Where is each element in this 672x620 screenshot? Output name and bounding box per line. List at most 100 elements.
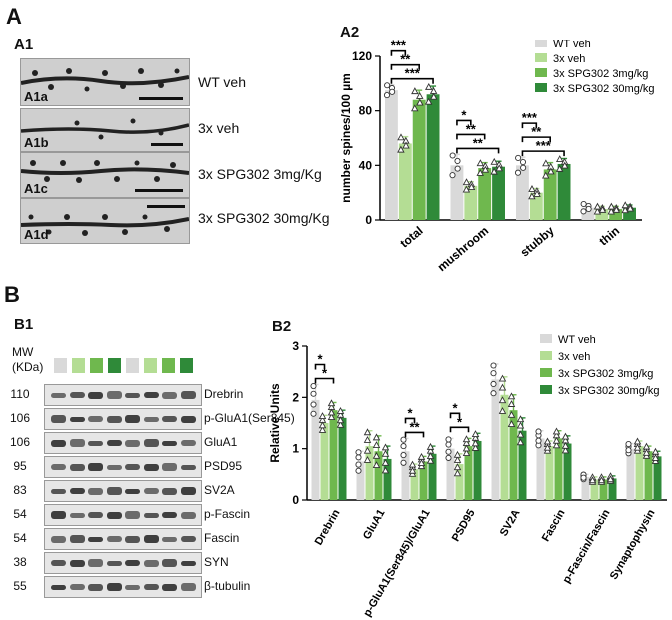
data-point <box>533 189 541 197</box>
blot-protein-label: p-Fascin <box>204 507 251 521</box>
data-point <box>355 467 362 474</box>
data-point <box>462 185 471 193</box>
blot-band <box>88 583 103 591</box>
significance-stars: * <box>322 366 328 381</box>
blot-band <box>69 439 85 447</box>
dendrite-image-spg-3: A1c <box>20 152 190 198</box>
blot-strip <box>44 384 202 406</box>
legend-label: WT veh <box>558 334 596 346</box>
legend-swatch <box>540 385 552 394</box>
significance-stars: ** <box>466 121 477 136</box>
bar <box>609 209 623 220</box>
significance-stars: ** <box>400 52 411 67</box>
lane-color-square <box>108 358 121 373</box>
bar <box>426 94 440 220</box>
bar <box>635 446 644 500</box>
data-point <box>552 436 561 444</box>
bar <box>320 423 329 500</box>
dendrite-drawing <box>21 68 189 92</box>
data-point <box>355 461 362 468</box>
data-point <box>490 390 497 397</box>
blot-band <box>69 535 85 543</box>
bar <box>529 192 543 220</box>
category-label: mushroom <box>435 224 492 275</box>
data-point <box>580 474 587 481</box>
lane-color-square <box>144 358 157 373</box>
legend-swatch <box>535 68 547 77</box>
data-point <box>561 446 570 454</box>
blot-strip <box>44 408 202 430</box>
blot-band <box>143 488 159 494</box>
bar <box>410 469 419 500</box>
bar <box>455 464 464 500</box>
y-tick-label: 2 <box>292 390 299 404</box>
bar <box>492 166 505 220</box>
y-tick-label: 120 <box>352 49 372 63</box>
blot-band <box>143 584 159 590</box>
blot-band <box>143 559 159 567</box>
blot-band <box>180 583 196 591</box>
data-point <box>327 413 336 421</box>
lane-color-square <box>72 358 85 373</box>
blot-band <box>143 463 159 471</box>
data-point <box>416 98 424 106</box>
data-point <box>411 87 419 95</box>
significance-bracket <box>404 417 416 424</box>
data-point <box>519 159 527 166</box>
data-point <box>633 443 642 451</box>
significance-bracket <box>521 122 538 129</box>
blot-band <box>162 583 177 591</box>
data-point <box>462 444 471 452</box>
data-point <box>560 161 569 169</box>
significance-stars: ** <box>473 135 484 150</box>
blot-protein-label: Fascin <box>204 531 240 545</box>
data-point <box>453 463 462 471</box>
data-point <box>426 452 435 460</box>
data-point <box>585 205 592 212</box>
blot-band <box>69 559 85 567</box>
data-point <box>383 92 391 99</box>
data-point <box>462 178 471 186</box>
blot-strip <box>44 480 202 502</box>
data-point <box>625 440 632 448</box>
bar <box>446 448 455 500</box>
blot-strip <box>44 552 202 574</box>
condition-label-spg-3: 3x SPG302 3mg/Kg <box>198 166 322 182</box>
data-point <box>424 97 433 105</box>
data-point <box>580 200 587 208</box>
legend-label: 3x SPG302 30mg/kg <box>558 385 660 397</box>
blot-mw-label: 55 <box>13 579 27 593</box>
data-point <box>454 165 461 172</box>
bar <box>419 461 428 500</box>
significance-stars: *** <box>536 138 552 153</box>
image-tag: A1a <box>24 89 48 104</box>
blot-strip <box>44 576 202 598</box>
blot-band <box>88 512 103 518</box>
data-point <box>372 451 381 459</box>
legend-label: 3x SPG302 30mg/kg <box>553 83 655 95</box>
bar <box>356 461 365 500</box>
data-point <box>372 461 381 469</box>
data-point <box>426 456 435 464</box>
blot-band <box>51 488 66 494</box>
bar <box>500 394 509 500</box>
panel-label-b2: B2 <box>272 318 292 335</box>
data-point <box>555 155 564 162</box>
significance-stars: ** <box>409 419 420 434</box>
data-point <box>384 82 391 89</box>
category-label: total <box>397 224 425 251</box>
bar <box>595 209 609 220</box>
data-point <box>445 441 452 448</box>
data-point <box>410 104 419 112</box>
data-point <box>400 459 407 466</box>
data-point <box>449 172 456 179</box>
data-point <box>318 421 327 429</box>
legend-swatch <box>535 40 547 47</box>
category-label: Synaptophysin <box>608 507 658 582</box>
data-point <box>318 412 327 420</box>
significance-stars: * <box>407 405 413 420</box>
y-tick-label: 3 <box>292 339 299 353</box>
data-point <box>588 476 597 484</box>
legend-swatch <box>535 83 547 92</box>
significance-bracket <box>390 77 434 84</box>
